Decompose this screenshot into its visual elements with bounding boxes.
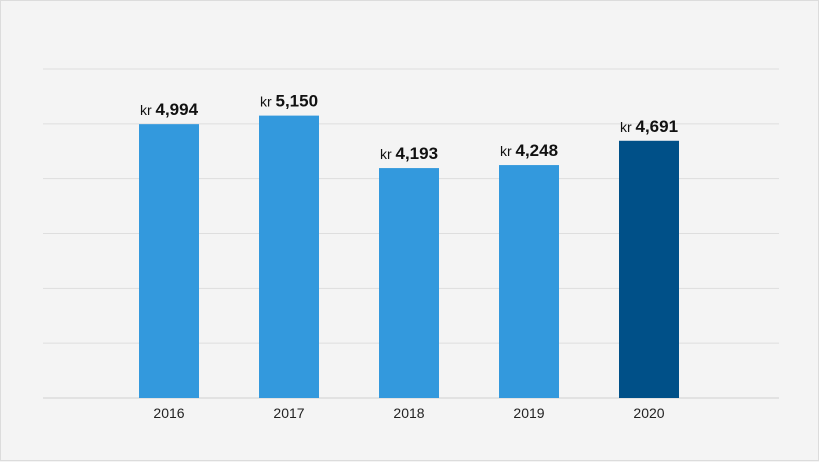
x-axis-ticks: 2016 2017 2018 2019 2020 xyxy=(153,405,664,421)
data-label-2019: kr 4,248 xyxy=(500,141,558,160)
data-label-2016: kr 4,994 xyxy=(140,100,199,119)
x-tick-label-2020: 2020 xyxy=(633,405,664,421)
data-label-2020: kr 4,691 xyxy=(620,117,678,136)
bars xyxy=(139,115,679,399)
x-tick-label-2019: 2019 xyxy=(513,405,544,421)
bar-2019 xyxy=(499,165,559,398)
bar-2020 xyxy=(619,140,679,398)
data-label-2018: kr 4,193 xyxy=(380,144,438,163)
data-label-2017: kr 5,150 xyxy=(260,92,318,111)
bar-2017 xyxy=(259,115,319,398)
x-tick-label-2018: 2018 xyxy=(393,405,424,421)
bar-2018 xyxy=(379,168,439,398)
data-labels: kr 4,994 kr 5,150 kr 4,193 kr 4,248 kr 4,691 xyxy=(140,92,678,163)
x-tick-label-2017: 2017 xyxy=(273,405,304,421)
bar-2016 xyxy=(139,124,199,399)
x-tick-label-2016: 2016 xyxy=(153,405,184,421)
